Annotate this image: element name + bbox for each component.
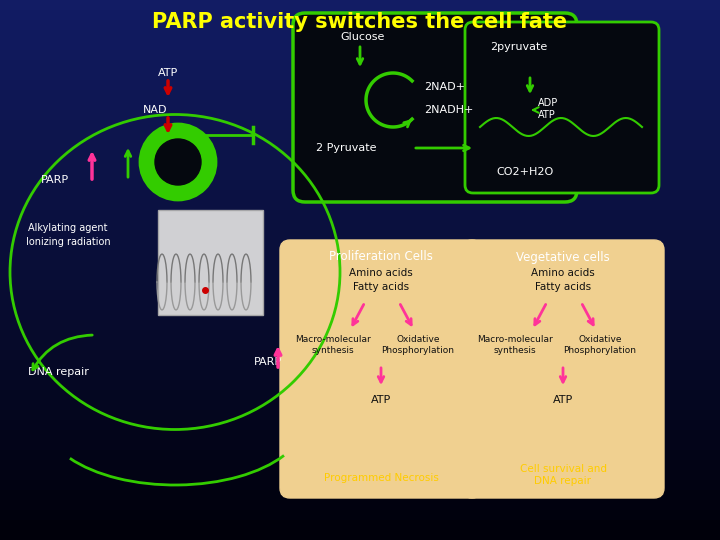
Bar (0, 130, 720, 140)
Bar (0, 100, 720, 110)
Text: 2pyruvate: 2pyruvate (490, 42, 547, 52)
Bar (0, 280, 720, 290)
Text: ADP: ADP (538, 98, 558, 108)
FancyBboxPatch shape (280, 240, 482, 498)
Bar (0, 490, 720, 500)
Bar (0, 230, 720, 240)
Text: 2NADH+: 2NADH+ (424, 105, 473, 115)
Bar (0, 90, 720, 100)
Text: 2 Pyruvate: 2 Pyruvate (316, 143, 377, 153)
Text: Alkylating agent
Ionizing radiation: Alkylating agent Ionizing radiation (26, 224, 110, 247)
Bar (0, 510, 720, 520)
FancyBboxPatch shape (293, 13, 577, 202)
Bar (0, 410, 720, 420)
Bar (0, 310, 720, 320)
Bar (0, 440, 720, 450)
Bar (0, 10, 720, 20)
Text: Macro-molecular
synthesis: Macro-molecular synthesis (295, 335, 371, 355)
Bar (0, 400, 720, 410)
Bar (0, 170, 720, 180)
Bar (0, 470, 720, 480)
Bar (0, 60, 720, 70)
Bar (0, 420, 720, 430)
Bar (0, 200, 720, 210)
Bar (0, 110, 720, 120)
Bar (0, 390, 720, 400)
Bar (0, 300, 720, 310)
Bar (0, 290, 720, 300)
Bar (0, 240, 720, 250)
Text: Oxidative
Phosphorylation: Oxidative Phosphorylation (382, 335, 454, 355)
Text: Amino acids
Fatty acids: Amino acids Fatty acids (531, 268, 595, 292)
Bar (0, 270, 720, 280)
Bar (0, 140, 720, 150)
FancyBboxPatch shape (465, 22, 659, 193)
Text: Vegetative cells: Vegetative cells (516, 251, 610, 264)
Bar (0, 460, 720, 470)
FancyBboxPatch shape (462, 240, 664, 498)
Text: Oxidative
Phosphorylation: Oxidative Phosphorylation (564, 335, 636, 355)
Bar (0, 160, 720, 170)
Text: CO2+H2O: CO2+H2O (496, 167, 553, 177)
Text: ATP: ATP (371, 395, 391, 405)
Bar (0, 120, 720, 130)
Bar (0, 450, 720, 460)
Bar (0, 80, 720, 90)
Text: Macro-molecular
synthesis: Macro-molecular synthesis (477, 335, 553, 355)
Bar (0, 350, 720, 360)
Bar (0, 500, 720, 510)
Bar (0, 370, 720, 380)
Circle shape (140, 124, 216, 200)
Text: DNA repair: DNA repair (27, 367, 89, 377)
Bar (0, 340, 720, 350)
Bar (0, 150, 720, 160)
Bar (0, 330, 720, 340)
Bar (0, 220, 720, 230)
Text: Glucose: Glucose (340, 32, 384, 42)
Bar (0, 40, 720, 50)
Bar (0, 250, 720, 260)
Bar (0, 320, 720, 330)
Bar (0, 50, 720, 60)
Text: Amino acids
Fatty acids: Amino acids Fatty acids (349, 268, 413, 292)
Bar (0, 380, 720, 390)
Bar (0, 180, 720, 190)
Bar (0, 70, 720, 80)
Bar (0, 0, 720, 10)
Text: PARP activity switches the cell fate: PARP activity switches the cell fate (153, 12, 567, 32)
Text: Proliferation Cells: Proliferation Cells (329, 251, 433, 264)
Text: ATP: ATP (553, 395, 573, 405)
Text: PARP: PARP (254, 357, 282, 367)
Bar (0, 210, 720, 220)
Text: ATP: ATP (158, 68, 179, 78)
Bar (0, 480, 720, 490)
Bar (0, 30, 720, 40)
Bar (0, 190, 720, 200)
Text: NAD: NAD (143, 105, 168, 115)
Bar (0, 360, 720, 370)
Bar (0, 20, 720, 30)
Circle shape (155, 139, 201, 185)
Bar (158, 210, 263, 315)
Bar (0, 530, 720, 540)
Bar (0, 520, 720, 530)
Bar (0, 430, 720, 440)
Text: ATP: ATP (538, 110, 556, 120)
Text: Programmed Necrosis: Programmed Necrosis (323, 473, 438, 483)
Text: 2NAD+: 2NAD+ (424, 82, 465, 92)
Text: Cell survival and
DNA repair: Cell survival and DNA repair (520, 464, 606, 486)
Bar (0, 260, 720, 270)
Text: PARP: PARP (41, 175, 69, 185)
